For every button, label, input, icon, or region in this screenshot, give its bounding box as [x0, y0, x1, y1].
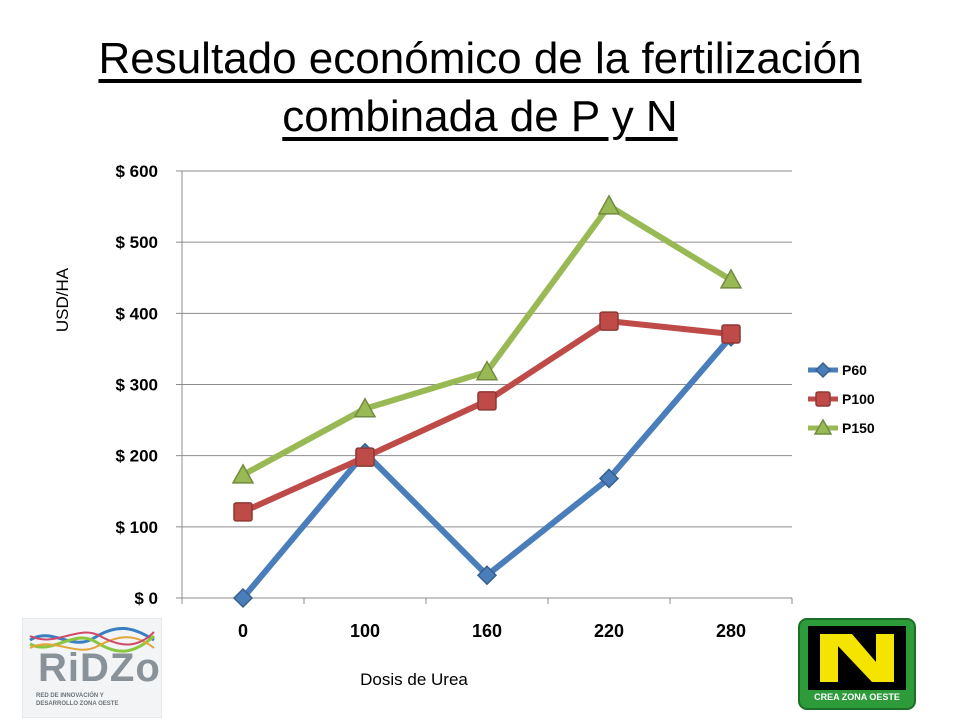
legend-marker — [814, 361, 832, 379]
x-tick-label: 220 — [594, 621, 624, 641]
data-point-P100-160 — [477, 391, 497, 411]
ridzo-logo-text: RiDZo — [38, 646, 161, 690]
x-axis: 0 100 160 220 280 — [181, 597, 793, 641]
y-tick-label: $ 0 — [134, 589, 158, 608]
legend: P60 P100 P150 — [808, 361, 875, 436]
ridzo-logo-subtitle: RED DE INNOVACIÓN Y DESARROLLO ZONA OEST… — [36, 693, 119, 707]
data-point-P60-220 — [598, 468, 620, 489]
data-point-P100-220 — [599, 311, 619, 331]
data-point-P150-100 — [353, 397, 377, 418]
y-tick-label: $ 100 — [115, 518, 158, 537]
legend-marker — [815, 391, 831, 407]
slide-title: Resultado económico de la fertilización … — [0, 30, 960, 146]
x-tick-label: 100 — [350, 621, 380, 641]
y-tick-label: $ 200 — [115, 447, 158, 466]
crea-logo: CREA ZONA OESTE — [798, 618, 916, 710]
y-axis-label: USD/HA — [53, 267, 72, 332]
crea-logo-graphic — [798, 618, 916, 710]
data-point-P100-100 — [355, 447, 375, 467]
y-axis: $ 0 $ 100 $ 200 $ 300 $ 400 $ 500 $ 600 — [115, 162, 183, 608]
y-tick-label: $ 600 — [115, 162, 158, 181]
title-line-2: combinada de P y N — [282, 92, 678, 141]
series-group — [231, 194, 743, 609]
legend-item-P150: P150 — [808, 418, 875, 436]
legend-marker — [813, 418, 833, 435]
series-line-P150 — [240, 202, 734, 478]
data-point-P100-0 — [233, 502, 253, 522]
data-point-P150-220 — [597, 194, 621, 215]
data-point-P150-0 — [231, 463, 255, 484]
x-tick-label: 280 — [716, 621, 746, 641]
x-axis-label: Dosis de Urea — [360, 670, 468, 689]
series-P150 — [231, 194, 743, 484]
legend-label: P100 — [842, 391, 875, 407]
y-tick-label: $ 500 — [115, 233, 158, 252]
legend-item-P60: P60 — [808, 361, 867, 379]
x-tick-label: 0 — [238, 621, 248, 641]
data-point-P60-0 — [232, 587, 254, 609]
data-point-P150-160 — [475, 360, 499, 381]
ridzo-logo: RiDZo RED DE INNOVACIÓN Y DESARROLLO ZON… — [21, 617, 163, 719]
legend-label: P60 — [842, 362, 867, 378]
data-point-P150-280 — [719, 268, 743, 289]
legend-label: P150 — [842, 420, 875, 436]
series-P100 — [233, 311, 741, 522]
y-tick-label: $ 400 — [115, 304, 158, 323]
crea-logo-text: CREA ZONA OESTE — [814, 692, 900, 702]
gridlines — [182, 170, 792, 599]
y-tick-label: $ 300 — [115, 376, 158, 395]
legend-item-P100: P100 — [808, 391, 875, 407]
title-line-1: Resultado económico de la fertilización — [98, 34, 862, 83]
data-point-P100-280 — [721, 324, 741, 344]
data-point-P60-160 — [476, 565, 498, 586]
x-tick-label: 160 — [472, 621, 502, 641]
ridzo-logo-graphic — [21, 617, 163, 719]
series-line-P100 — [240, 318, 734, 515]
